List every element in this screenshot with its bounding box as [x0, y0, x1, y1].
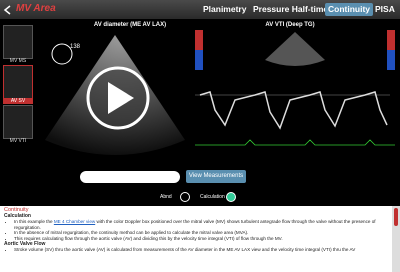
- radio[interactable]: [180, 192, 190, 202]
- title: MV Area: [16, 3, 56, 14]
- section-title: Aortic Valve Flow: [4, 240, 46, 247]
- bullet: This requires calculating flow through t…: [14, 236, 388, 242]
- doppler-image: [195, 30, 395, 146]
- back-icon[interactable]: [3, 5, 13, 15]
- scrollbar[interactable]: [392, 206, 400, 272]
- panel-label: AV diameter (ME AV LAX): [93, 22, 167, 28]
- readout: 138: [70, 44, 81, 50]
- radio-label: Calculation: [200, 194, 225, 200]
- tab[interactable]: PISA: [375, 4, 395, 14]
- bullet: In this example the ME 4 Chamber view wi…: [14, 219, 388, 230]
- echo-image: [45, 35, 185, 155]
- tab[interactable]: Planimetry: [203, 4, 247, 14]
- radio-label: Abnd: [160, 194, 172, 200]
- panel-label: AV VTI (Deep TG): [265, 22, 315, 28]
- thumbnail[interactable]: [3, 25, 33, 59]
- content: Continuity Calculation In this example t…: [0, 206, 392, 272]
- scroll-thumb[interactable]: [394, 208, 398, 226]
- heading: Continuity: [4, 207, 29, 213]
- thumbnail-label: AV SV: [3, 98, 33, 104]
- radio-selected[interactable]: [226, 192, 236, 202]
- view-measurements-button[interactable]: View Measurements: [186, 170, 246, 183]
- text: In this example the: [14, 219, 54, 225]
- tab[interactable]: Pressure Half-time: [253, 4, 329, 14]
- section-title: Calculation: [4, 212, 31, 219]
- link[interactable]: ME 4 Chamber view: [53, 219, 96, 225]
- thumbnail[interactable]: [3, 105, 33, 139]
- header: MV Area Planimetry Pressure Half-time Co…: [0, 0, 400, 19]
- bullet: In the absence of mitral regurgitation, …: [14, 230, 388, 236]
- thumbnail-label: MV VTI: [9, 138, 27, 144]
- thumbnail-label: MV MS: [9, 58, 27, 64]
- bullet: Stroke volume (SV) thru the aortic valve…: [14, 247, 388, 253]
- thumbnail[interactable]: [3, 65, 33, 99]
- text: with the color Doppler box positioned ov…: [14, 219, 376, 230]
- progress-slider[interactable]: [80, 171, 180, 183]
- tab-active[interactable]: Continuity: [325, 3, 374, 16]
